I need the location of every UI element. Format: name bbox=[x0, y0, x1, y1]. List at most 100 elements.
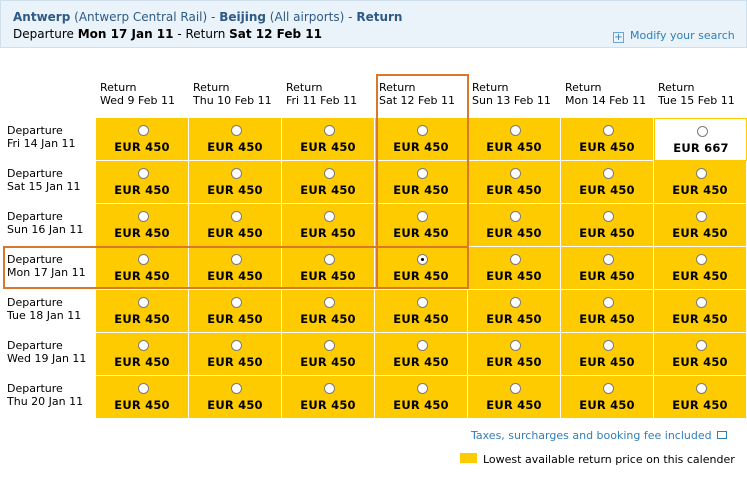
fare-radio[interactable] bbox=[138, 168, 149, 179]
fare-cell[interactable]: EUR 450 bbox=[96, 376, 189, 419]
fare-cell[interactable]: EUR 450 bbox=[96, 290, 189, 333]
fare-cell[interactable]: EUR 450 bbox=[96, 161, 189, 204]
fare-radio[interactable] bbox=[510, 211, 521, 222]
fare-radio[interactable] bbox=[603, 297, 614, 308]
fare-radio-selected[interactable] bbox=[417, 254, 428, 265]
fare-radio[interactable] bbox=[417, 297, 428, 308]
fare-radio[interactable] bbox=[324, 211, 335, 222]
fare-radio[interactable] bbox=[417, 211, 428, 222]
fare-radio[interactable] bbox=[417, 340, 428, 351]
fare-cell[interactable]: EUR 450 bbox=[561, 247, 654, 290]
fare-radio[interactable] bbox=[603, 125, 614, 136]
fare-radio[interactable] bbox=[138, 297, 149, 308]
fare-radio[interactable] bbox=[417, 383, 428, 394]
fare-radio[interactable] bbox=[603, 211, 614, 222]
fare-cell[interactable]: EUR 450 bbox=[468, 376, 561, 419]
fare-cell[interactable]: EUR 450 bbox=[282, 290, 375, 333]
fare-cell[interactable]: EUR 450 bbox=[468, 333, 561, 376]
fare-cell[interactable]: EUR 450 bbox=[654, 333, 747, 376]
fare-cell[interactable]: EUR 450 bbox=[468, 118, 561, 161]
fare-cell[interactable]: EUR 450 bbox=[375, 118, 468, 161]
fare-cell[interactable]: EUR 450 bbox=[189, 161, 282, 204]
fare-radio[interactable] bbox=[231, 383, 242, 394]
fare-radio[interactable] bbox=[324, 340, 335, 351]
fare-cell[interactable]: EUR 450 bbox=[654, 161, 747, 204]
fare-cell[interactable]: EUR 450 bbox=[468, 204, 561, 247]
fare-radio[interactable] bbox=[696, 340, 707, 351]
fare-radio[interactable] bbox=[510, 125, 521, 136]
fare-cell[interactable]: EUR 450 bbox=[561, 161, 654, 204]
fare-cell[interactable]: EUR 450 bbox=[561, 118, 654, 161]
fare-radio[interactable] bbox=[603, 383, 614, 394]
fare-radio[interactable] bbox=[231, 340, 242, 351]
fare-cell[interactable]: EUR 450 bbox=[468, 290, 561, 333]
fare-cell[interactable]: EUR 450 bbox=[561, 204, 654, 247]
fare-cell[interactable]: EUR 450 bbox=[468, 161, 561, 204]
fare-cell[interactable]: EUR 450 bbox=[96, 333, 189, 376]
fare-cell[interactable]: EUR 450 bbox=[189, 290, 282, 333]
fare-cell[interactable]: EUR 450 bbox=[282, 204, 375, 247]
fare-cell[interactable]: EUR 450 bbox=[189, 247, 282, 290]
fare-radio[interactable] bbox=[603, 340, 614, 351]
fare-cell[interactable]: EUR 450 bbox=[375, 247, 468, 290]
taxes-info-link[interactable]: Taxes, surcharges and booking fee includ… bbox=[471, 429, 727, 442]
fare-cell[interactable]: EUR 450 bbox=[96, 118, 189, 161]
fare-radio[interactable] bbox=[603, 168, 614, 179]
fare-radio[interactable] bbox=[696, 211, 707, 222]
fare-radio[interactable] bbox=[510, 340, 521, 351]
fare-radio[interactable] bbox=[603, 254, 614, 265]
fare-radio[interactable] bbox=[696, 254, 707, 265]
fare-radio[interactable] bbox=[324, 297, 335, 308]
fare-radio[interactable] bbox=[696, 297, 707, 308]
fare-radio[interactable] bbox=[138, 254, 149, 265]
fare-radio[interactable] bbox=[324, 254, 335, 265]
fare-cell[interactable]: EUR 450 bbox=[189, 204, 282, 247]
fare-cell[interactable]: EUR 450 bbox=[654, 247, 747, 290]
fare-cell[interactable]: EUR 450 bbox=[375, 333, 468, 376]
fare-cell[interactable]: EUR 667 bbox=[654, 118, 747, 161]
fare-radio[interactable] bbox=[138, 211, 149, 222]
fare-radio[interactable] bbox=[138, 125, 149, 136]
fare-cell[interactable]: EUR 450 bbox=[282, 118, 375, 161]
fare-cell[interactable]: EUR 450 bbox=[375, 161, 468, 204]
fare-cell[interactable]: EUR 450 bbox=[189, 118, 282, 161]
fare-cell[interactable]: EUR 450 bbox=[561, 333, 654, 376]
fare-cell[interactable]: EUR 450 bbox=[654, 376, 747, 419]
fare-cell[interactable]: EUR 450 bbox=[375, 204, 468, 247]
fare-radio[interactable] bbox=[696, 383, 707, 394]
fare-radio[interactable] bbox=[510, 168, 521, 179]
fare-cell[interactable]: EUR 450 bbox=[96, 204, 189, 247]
fare-radio[interactable] bbox=[510, 254, 521, 265]
fare-cell[interactable]: EUR 450 bbox=[282, 376, 375, 419]
fare-cell[interactable]: EUR 450 bbox=[189, 333, 282, 376]
fare-radio[interactable] bbox=[231, 297, 242, 308]
fare-cell[interactable]: EUR 450 bbox=[189, 376, 282, 419]
fare-cell[interactable]: EUR 450 bbox=[375, 376, 468, 419]
fare-cell[interactable]: EUR 450 bbox=[468, 247, 561, 290]
fare-radio[interactable] bbox=[696, 168, 707, 179]
fare-cell[interactable]: EUR 450 bbox=[375, 290, 468, 333]
fare-radio[interactable] bbox=[510, 297, 521, 308]
fare-cell[interactable]: EUR 450 bbox=[561, 290, 654, 333]
fare-radio[interactable] bbox=[231, 254, 242, 265]
fare-radio[interactable] bbox=[417, 168, 428, 179]
fare-radio[interactable] bbox=[138, 383, 149, 394]
fare-radio[interactable] bbox=[324, 125, 335, 136]
fare-radio[interactable] bbox=[697, 126, 708, 137]
fare-radio[interactable] bbox=[510, 383, 521, 394]
fare-radio[interactable] bbox=[417, 125, 428, 136]
fare-cell[interactable]: EUR 450 bbox=[282, 161, 375, 204]
fare-radio[interactable] bbox=[324, 383, 335, 394]
fare-cell[interactable]: EUR 450 bbox=[96, 247, 189, 290]
fare-radio[interactable] bbox=[231, 211, 242, 222]
fare-radio[interactable] bbox=[138, 340, 149, 351]
fare-cell[interactable]: EUR 450 bbox=[282, 333, 375, 376]
fare-radio[interactable] bbox=[324, 168, 335, 179]
fare-cell[interactable]: EUR 450 bbox=[561, 376, 654, 419]
modify-search-link[interactable]: + Modify your search bbox=[613, 29, 735, 43]
fare-radio[interactable] bbox=[231, 168, 242, 179]
fare-radio[interactable] bbox=[231, 125, 242, 136]
fare-cell[interactable]: EUR 450 bbox=[654, 204, 747, 247]
fare-cell[interactable]: EUR 450 bbox=[282, 247, 375, 290]
fare-cell[interactable]: EUR 450 bbox=[654, 290, 747, 333]
